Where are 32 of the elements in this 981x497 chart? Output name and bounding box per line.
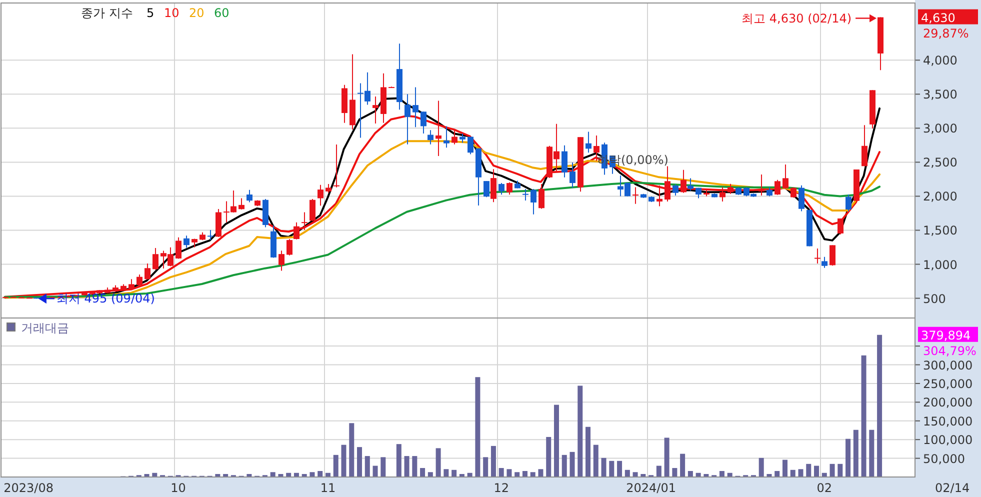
text: 10 [164, 6, 180, 20]
y-tick-label: 300,000 [923, 358, 973, 372]
text: 02/14 [935, 481, 970, 495]
text: 304,79% [923, 344, 976, 358]
y-tick-label: 1,000 [923, 258, 958, 272]
x-tick-label: 2023/08 [4, 481, 54, 495]
x-tick-label: 10 [170, 481, 186, 495]
legend-title: 종가 지수 [81, 6, 133, 20]
y-tick-label: 500 [923, 292, 946, 306]
annotation: 최고 4,630 (02/14) [742, 11, 852, 26]
x-tick-label: 11 [320, 481, 336, 495]
text: 60 [214, 6, 230, 20]
y-tick-label: 3,000 [923, 122, 958, 136]
y-tick-label: 200,000 [923, 396, 973, 410]
y-tick-label: 4,000 [923, 54, 958, 68]
y-tick-label: 250,000 [923, 376, 973, 391]
text: 29,87% [923, 26, 969, 40]
y-tick-label: 2,500 [923, 156, 958, 170]
text: 5 [146, 6, 154, 20]
y-tick-label: 1,500 [923, 224, 958, 238]
y-tick-label: 50,000 [923, 452, 965, 466]
x-tick-label: 2024/01 [626, 481, 676, 495]
x-tick-label: 12 [494, 481, 509, 495]
text: 379,894 [921, 328, 971, 342]
y-tick-label: 100,000 [923, 433, 973, 448]
y-tick-label: 150,000 [923, 414, 973, 428]
text: 20 [189, 6, 204, 20]
x-tick-label: 02 [816, 481, 832, 495]
legend-label: 거래대금 [21, 321, 69, 335]
y-tick-label: 2,000 [923, 190, 958, 204]
text: 4,630 [921, 10, 956, 25]
y-tick-label: 3,500 [923, 88, 958, 102]
